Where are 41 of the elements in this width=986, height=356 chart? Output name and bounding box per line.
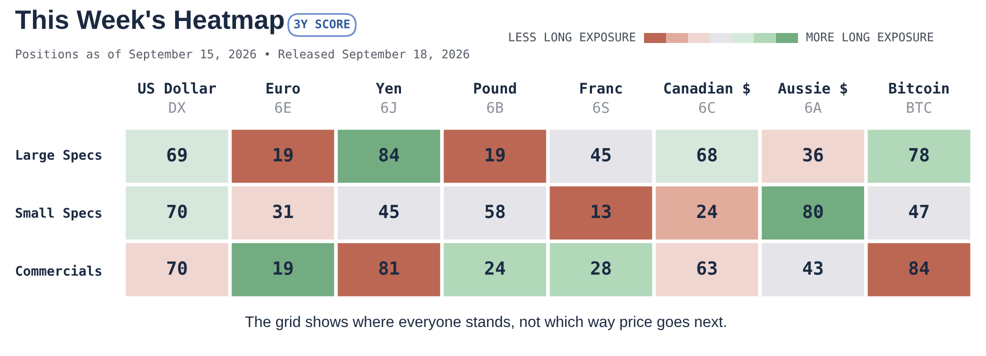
- data-label: 68: [697, 148, 717, 162]
- text: MORE LONG EXPOSURE: [806, 32, 934, 42]
- data-label: 70: [167, 204, 187, 218]
- chart-title: This Week's Heatmap: [15, 10, 284, 34]
- data-label: 81: [379, 261, 400, 275]
- x-tick-label: Canadian $ 6C: [664, 82, 750, 114]
- data-label: 70: [167, 261, 187, 275]
- x-tick-label: Bitcoin BTC: [889, 82, 949, 114]
- data-label: 13: [592, 204, 611, 218]
- data-label: 78: [909, 148, 929, 162]
- data-label: 84: [909, 261, 930, 275]
- data-label: 63: [697, 261, 717, 275]
- x-tick-label: Aussie $ 6A: [778, 82, 848, 114]
- y-tick-label: Commercials: [16, 264, 102, 276]
- y-tick-label: Small Specs: [16, 208, 102, 220]
- x-tick-label: US Dollar DX: [138, 82, 216, 113]
- y-tick-label: Large Specs: [16, 150, 102, 162]
- data-label: 47: [909, 204, 929, 218]
- data-label: 28: [591, 261, 611, 275]
- data-label: 58: [485, 204, 505, 218]
- x-tick-label: Franc 6S: [580, 82, 622, 114]
- data-label: 84: [379, 148, 400, 162]
- chart-subtitle: Positions as of September 15, 2026 • Released September 18, 2026: [16, 49, 470, 61]
- text: LESS LONG EXPOSURE: [509, 32, 636, 42]
- data-label: 69: [167, 148, 187, 162]
- data-label: 19: [486, 148, 505, 162]
- data-label: 80: [803, 204, 823, 218]
- data-label: 36: [803, 148, 823, 162]
- data-label: 19: [274, 148, 293, 162]
- data-label: 43: [803, 261, 823, 275]
- data-label: 19: [274, 261, 293, 275]
- x-tick-label: Pound 6B: [474, 82, 516, 114]
- data-label: 45: [591, 148, 611, 162]
- x-tick-label: Euro 6E: [266, 82, 300, 114]
- data-label: 24: [485, 261, 506, 275]
- data-label: 31: [273, 204, 294, 218]
- data-label: 24: [697, 204, 718, 218]
- text: The grid shows where everyone stands, not which way price goes next.: [245, 316, 726, 330]
- x-tick-label: Yen 6J: [376, 82, 402, 114]
- data-label: 45: [379, 204, 399, 218]
- text: 3Y SCORE: [294, 19, 350, 28]
